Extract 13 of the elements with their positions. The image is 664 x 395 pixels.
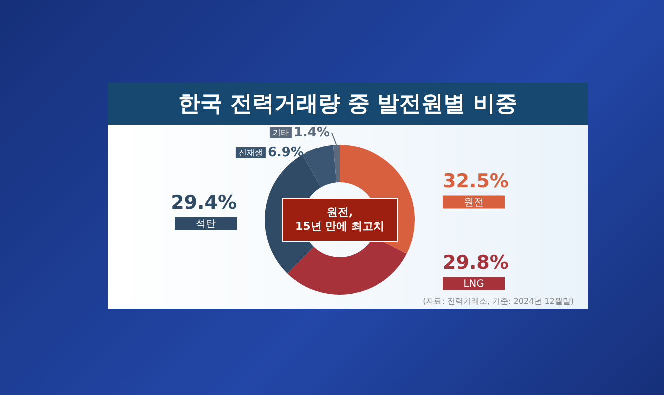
data-label: 32.5% — [443, 170, 509, 193]
text: (자료: 전력거래소, 기준: 2024년 12월말) — [423, 296, 574, 307]
slice-label: 원전 — [464, 197, 484, 208]
data-label: 29.4% — [171, 192, 237, 214]
data-label: 1.4% — [294, 125, 330, 140]
slice-label: 신재생 — [238, 148, 263, 158]
text: 원전, 15년 만에 최고치 — [282, 198, 398, 242]
slice-label: 석탄 — [196, 218, 216, 230]
slice-label: LNG — [464, 278, 484, 290]
data-label: 29.8% — [443, 252, 509, 274]
chart-title: 한국 전력거래량 중 발전원별 비중 — [108, 83, 588, 125]
slice-label: 기타 — [272, 128, 289, 138]
data-label: 6.9% — [268, 145, 304, 160]
